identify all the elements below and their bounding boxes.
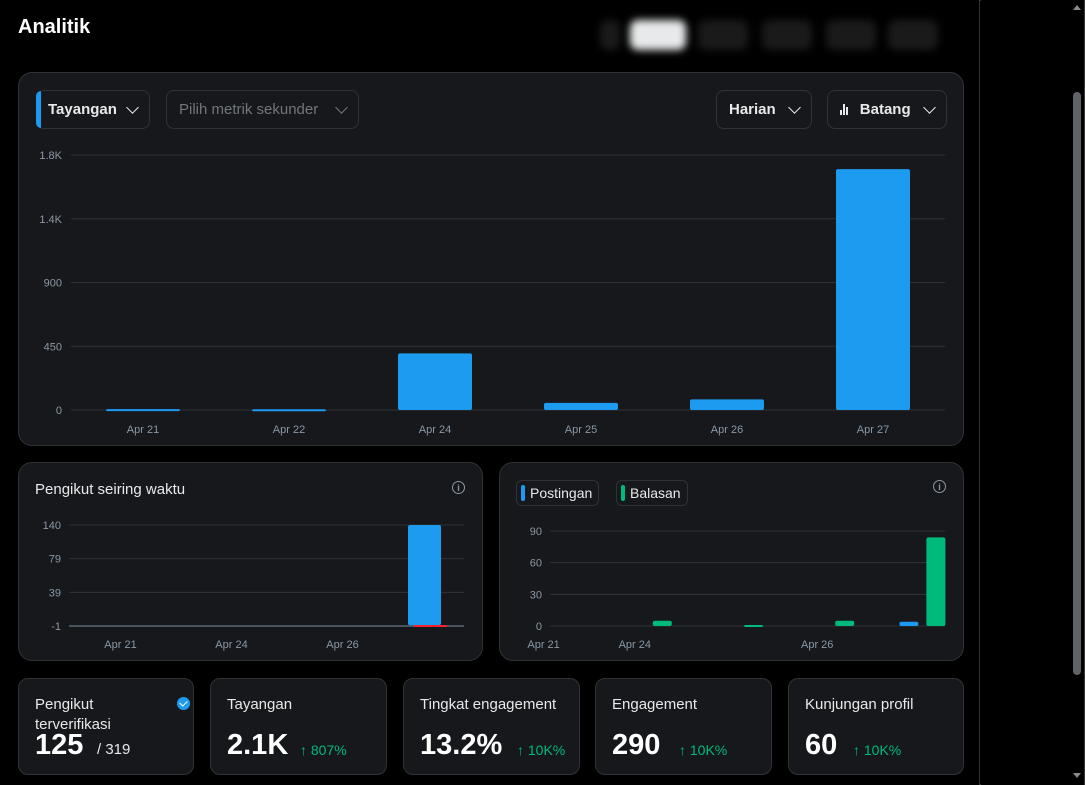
legend-postingan[interactable]: Postingan bbox=[516, 480, 600, 506]
y-tick-label: 0 bbox=[536, 621, 542, 633]
views-bar-chart: 0 450 900 1.4K 1.8K Apr 21 Apr 22 Apr 24 Apr 25 A… bbox=[39, 150, 945, 436]
y-tick-label: 30 bbox=[530, 589, 542, 601]
negative-bar bbox=[414, 625, 447, 627]
stat-value: 290 bbox=[612, 729, 661, 761]
stat-card-engagement: Engagement 290 ↑ 10K% bbox=[595, 678, 772, 775]
stat-change: ↑ 10K% bbox=[679, 742, 728, 758]
stat-label: Pengikut terverifikasi bbox=[35, 696, 111, 733]
tab-period-1[interactable] bbox=[600, 20, 620, 50]
y-tick-label: 1.8K bbox=[39, 150, 62, 162]
page-title: Analitik bbox=[18, 16, 91, 38]
x-tick-label: Apr 22 bbox=[273, 424, 305, 436]
legend-swatch bbox=[621, 485, 625, 501]
stat-card-views: Tayangan 2.1K ↑ 807% bbox=[210, 678, 387, 775]
bar bbox=[652, 620, 672, 626]
bar bbox=[106, 409, 180, 412]
y-tick-label: 79 bbox=[49, 554, 61, 566]
stat-change: ↑ 10K% bbox=[853, 742, 902, 758]
y-tick-label: 90 bbox=[530, 526, 542, 538]
secondary-metric-dropdown[interactable]: Pilih metrik sekunder bbox=[166, 90, 359, 129]
legend-label: Balasan bbox=[630, 485, 681, 501]
legend-swatch bbox=[521, 485, 525, 501]
x-tick-label: Apr 26 bbox=[326, 639, 358, 651]
stat-total: / 319 bbox=[97, 741, 131, 758]
y-tick-label: 1.4K bbox=[39, 214, 62, 226]
x-tick-label: Apr 21 bbox=[127, 424, 159, 436]
bar-chart-icon bbox=[840, 104, 848, 115]
followers-bar-chart: -1 39 79 140 Apr 21 Apr 24 Apr 26 bbox=[43, 520, 464, 651]
primary-metric-label: Tayangan bbox=[48, 101, 117, 118]
info-icon[interactable]: i bbox=[452, 481, 465, 494]
x-tick-label: Apr 24 bbox=[419, 424, 451, 436]
stat-label: Tayangan bbox=[227, 696, 293, 713]
bar bbox=[899, 621, 919, 626]
x-tick-label: Apr 25 bbox=[565, 424, 597, 436]
bar bbox=[690, 399, 764, 410]
stat-label: Tingkat engagement bbox=[420, 696, 557, 713]
scroll-up-icon[interactable] bbox=[1073, 5, 1081, 10]
x-tick-label: Apr 24 bbox=[619, 639, 651, 651]
posts-replies-chart-card: Postingan Balasan i 0 30 60 90 Apr 21 Apr 24 A… bbox=[499, 462, 964, 661]
tab-period-6[interactable] bbox=[888, 20, 938, 50]
y-tick-label: 39 bbox=[49, 587, 61, 599]
chart-type-dropdown[interactable]: Batang bbox=[827, 90, 947, 129]
stat-change: ↑ 807% bbox=[300, 742, 347, 758]
tab-period-3[interactable] bbox=[698, 20, 748, 50]
right-sidebar bbox=[981, 0, 1071, 785]
bar bbox=[926, 537, 946, 626]
secondary-metric-placeholder: Pilih metrik sekunder bbox=[179, 101, 319, 118]
stat-change: ↑ 10K% bbox=[517, 742, 566, 758]
period-tabs bbox=[600, 8, 970, 56]
y-tick-label: 60 bbox=[530, 558, 542, 570]
followers-chart-title: Pengikut seiring waktu bbox=[35, 481, 186, 498]
stat-card-engagement-rate: Tingkat engagement 13.2% ↑ 10K% bbox=[403, 678, 580, 775]
stat-value: 60 bbox=[805, 729, 838, 761]
bar bbox=[252, 409, 326, 412]
x-tick-label: Apr 26 bbox=[801, 639, 833, 651]
stat-label: Kunjungan profil bbox=[805, 696, 914, 713]
interval-label: Harian bbox=[729, 101, 776, 118]
scrollbar-thumb[interactable] bbox=[1073, 92, 1081, 675]
stat-value: 2.1K bbox=[227, 729, 289, 761]
followers-chart-card: Pengikut seiring waktu i -1 39 79 140 Apr 21… bbox=[18, 462, 483, 661]
y-tick-label: 900 bbox=[44, 278, 62, 290]
tab-period-4[interactable] bbox=[762, 20, 812, 50]
bar bbox=[835, 620, 855, 626]
primary-metric-dropdown[interactable]: Tayangan bbox=[36, 90, 150, 129]
stat-label: Engagement bbox=[612, 696, 698, 713]
legend-label: Postingan bbox=[530, 485, 593, 501]
tab-period-2[interactable] bbox=[630, 20, 686, 50]
x-tick-label: Apr 24 bbox=[215, 639, 247, 651]
legend-balasan[interactable]: Balasan bbox=[616, 480, 688, 506]
analytics-main: Analitik Tayangan Pilih metrik sekunder … bbox=[0, 0, 980, 785]
verified-badge-icon bbox=[177, 697, 190, 710]
x-tick-label: Apr 21 bbox=[527, 639, 559, 651]
stat-card-verified-followers: Pengikut terverifikasi 125 / 319 bbox=[18, 678, 194, 775]
views-chart-card: Tayangan Pilih metrik sekunder Harian Ba… bbox=[18, 72, 964, 446]
x-tick-label: Apr 27 bbox=[857, 424, 889, 436]
stat-value: 13.2% bbox=[420, 729, 503, 761]
x-tick-label: Apr 26 bbox=[711, 424, 743, 436]
y-tick-label: 140 bbox=[43, 520, 61, 532]
bar bbox=[836, 169, 910, 410]
bar bbox=[744, 624, 763, 627]
scrollbar[interactable] bbox=[1071, 0, 1084, 785]
y-tick-label: 0 bbox=[56, 405, 62, 417]
scroll-down-icon[interactable] bbox=[1073, 773, 1081, 778]
bar bbox=[398, 353, 472, 410]
info-icon[interactable]: i bbox=[933, 480, 946, 493]
interval-dropdown[interactable]: Harian bbox=[716, 90, 812, 129]
tab-period-5[interactable] bbox=[826, 20, 876, 50]
stat-card-profile-visits: Kunjungan profil 60 ↑ 10K% bbox=[788, 678, 964, 775]
bar bbox=[544, 402, 618, 410]
chart-type-label: Batang bbox=[859, 101, 911, 118]
y-tick-label: -1 bbox=[51, 621, 61, 633]
posts-replies-bar-chart: 0 30 60 90 Apr 21 Apr 24 Apr 26 bbox=[527, 526, 946, 651]
bar bbox=[408, 525, 441, 626]
stat-value: 125 bbox=[35, 729, 84, 761]
x-tick-label: Apr 21 bbox=[104, 639, 136, 651]
y-tick-label: 450 bbox=[44, 341, 62, 353]
